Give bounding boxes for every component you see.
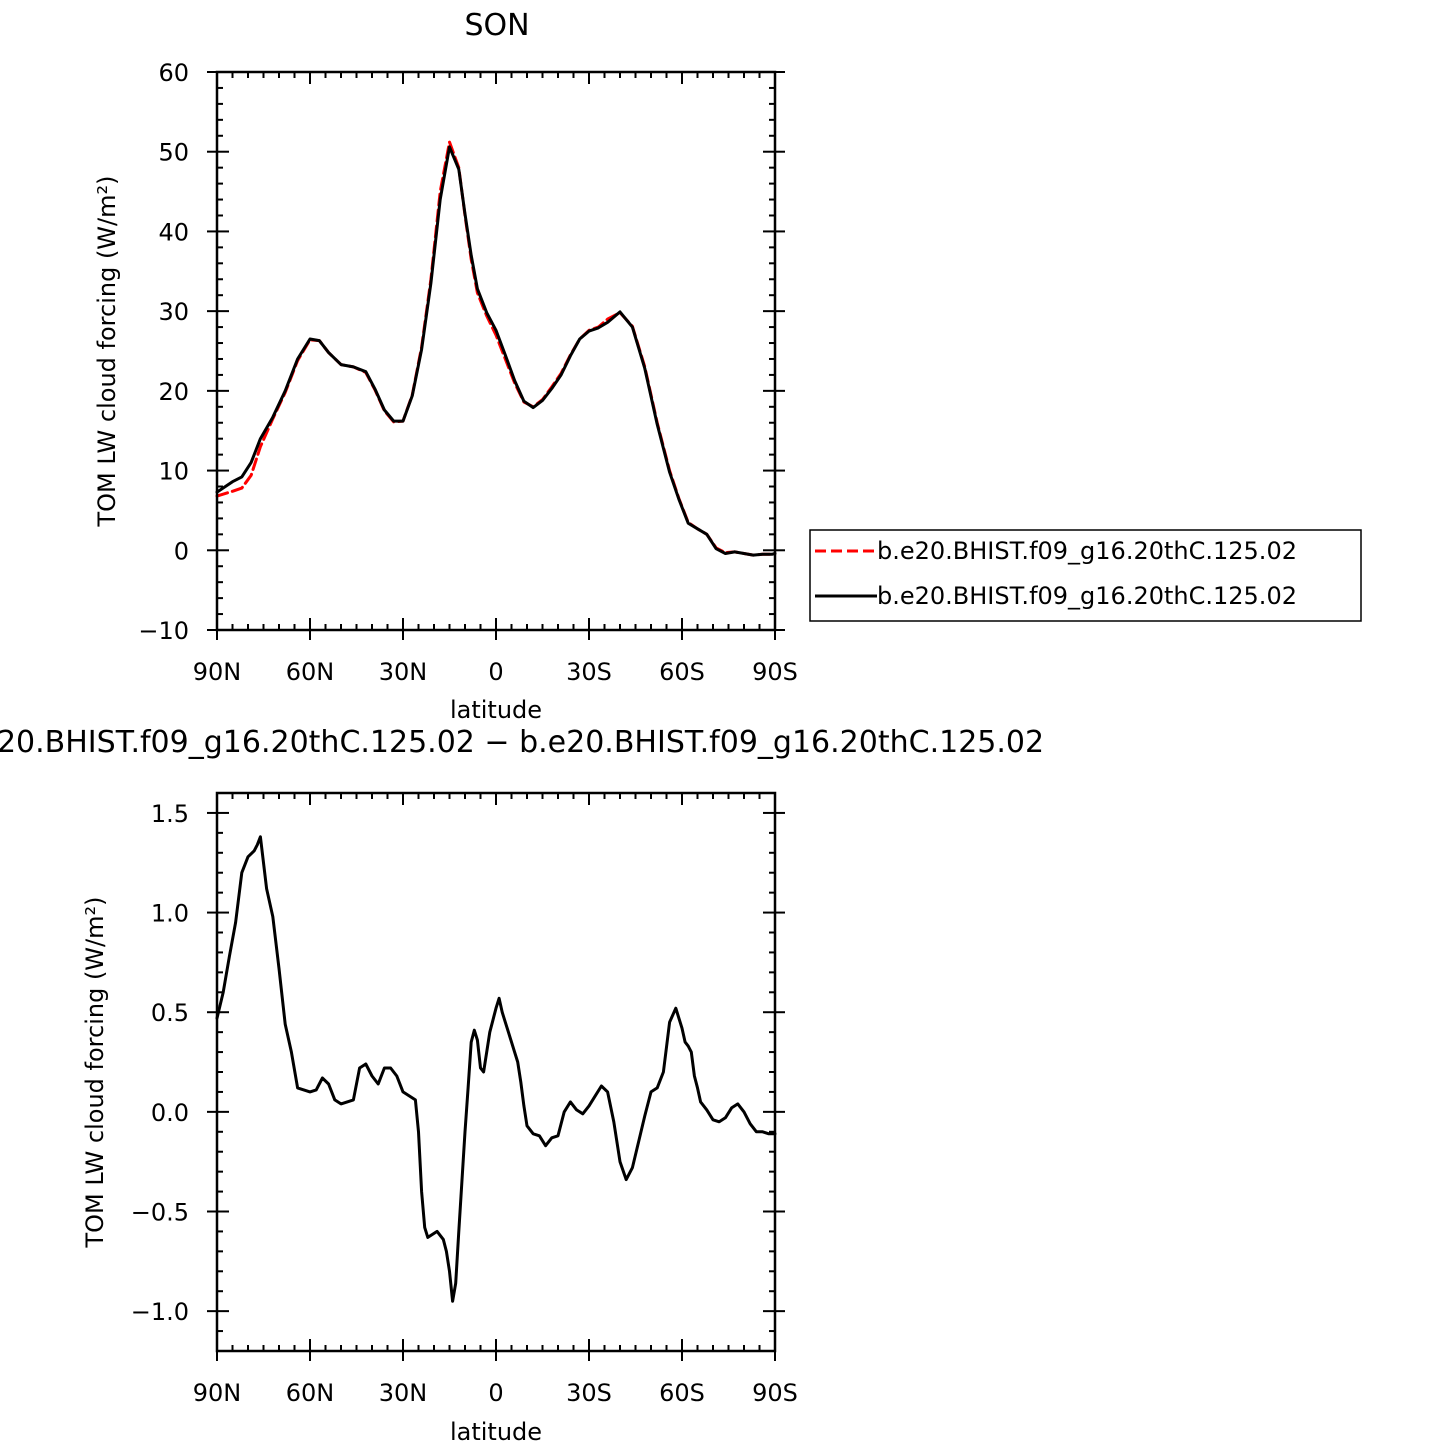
bottom-ytick-label: 0.0 <box>151 1099 189 1127</box>
top-chart: SON 90N 60N 30N 0 30S 60S 90S −10 0 10 20 30 40 50 60… <box>93 8 1362 724</box>
top-xtick-label: 30S <box>566 658 612 686</box>
bottom-ytick-label: 0.5 <box>151 999 189 1027</box>
top-ytick-label: 40 <box>158 218 189 246</box>
top-series-layer <box>215 140 777 557</box>
top-xtick-label: 60S <box>659 658 705 686</box>
bottom-xtick-label: 0 <box>488 1379 503 1407</box>
top-plot-frame <box>215 70 777 632</box>
top-chart-title: SON <box>464 8 529 43</box>
bottom-xtick-label: 30S <box>566 1379 612 1407</box>
top-ytick-label: 0 <box>174 537 189 565</box>
legend-entry-2: b.e20.BHIST.f09_g16.20thC.125.02 <box>877 582 1297 610</box>
top-xtick-label: 0 <box>488 658 503 686</box>
bottom-xtick-label: 90N <box>193 1379 242 1407</box>
top-ytick-label: 30 <box>158 298 189 326</box>
bottom-series-layer <box>215 835 777 1303</box>
top-xtick-label: 30N <box>379 658 428 686</box>
bottom-xtick-label: 60N <box>286 1379 335 1407</box>
top-series-line-2 <box>215 145 777 557</box>
bottom-ytick-label: 1.0 <box>151 900 189 928</box>
bottom-xtick-label: 90S <box>752 1379 798 1407</box>
bottom-xtick-labels: 90N 60N 30N 0 30S 60S 90S <box>193 1379 798 1407</box>
top-xtick-label: 90S <box>752 658 798 686</box>
bottom-plot-frame <box>215 791 777 1353</box>
bottom-ytick-label: 1.5 <box>151 800 189 828</box>
top-ticks <box>207 71 785 640</box>
bottom-ytick-label: −0.5 <box>131 1199 189 1227</box>
top-y-axis-label: TOM LW cloud forcing (W/m²) <box>93 176 121 528</box>
bottom-chart: b.e20.BHIST.f09_g16.20thC.125.02 − b.e20… <box>0 725 1044 1446</box>
top-ytick-label: −10 <box>138 617 189 645</box>
bottom-xtick-label: 30N <box>379 1379 428 1407</box>
bottom-y-axis-label: TOM LW cloud forcing (W/m²) <box>81 897 109 1249</box>
top-ytick-label: 50 <box>158 139 189 167</box>
bottom-chart-title: b.e20.BHIST.f09_g16.20thC.125.02 − b.e20… <box>0 725 1044 760</box>
top-xtick-label: 60N <box>286 658 335 686</box>
bottom-ticks <box>207 792 785 1361</box>
bottom-ytick-labels: −1.0 −0.5 0.0 0.5 1.0 1.5 <box>131 800 189 1326</box>
legend-box <box>809 529 1362 622</box>
top-x-axis-label: latitude <box>450 696 542 724</box>
bottom-x-axis-label: latitude <box>450 1418 542 1446</box>
top-ytick-label: 20 <box>158 378 189 406</box>
top-ytick-label: 60 <box>158 59 189 87</box>
legend-entry-1: b.e20.BHIST.f09_g16.20thC.125.02 <box>877 537 1297 565</box>
legend: b.e20.BHIST.f09_g16.20thC.125.02 b.e20.B… <box>809 529 1362 622</box>
bottom-ytick-label: −1.0 <box>131 1298 189 1326</box>
bottom-series-line-1 <box>215 835 777 1303</box>
top-ytick-label: 10 <box>158 458 189 486</box>
top-series-line-1 <box>215 140 777 557</box>
top-xtick-labels: 90N 60N 30N 0 30S 60S 90S <box>193 658 798 686</box>
bottom-xtick-label: 60S <box>659 1379 705 1407</box>
top-ytick-labels: −10 0 10 20 30 40 50 60 <box>138 59 189 645</box>
top-xtick-label: 90N <box>193 658 242 686</box>
